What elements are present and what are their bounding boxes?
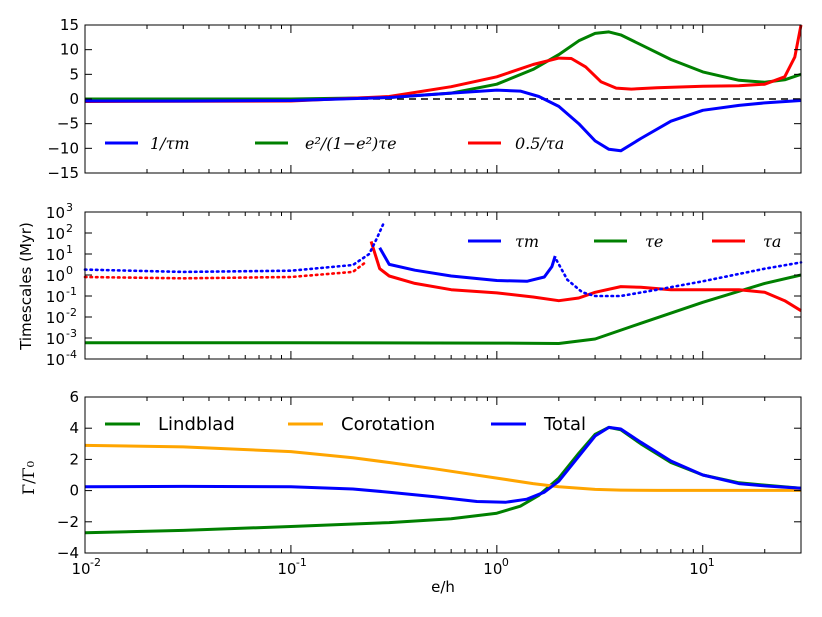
- y-tick-exponent: 2: [66, 222, 73, 235]
- legend-label-tau-m: 1/τm: [150, 134, 190, 153]
- y-tick-exponent: 3: [66, 201, 73, 214]
- legend-label-tau-m-2: τm: [515, 232, 539, 251]
- y-tick-exponent: -2: [66, 306, 77, 319]
- x-tick-exponent: -2: [90, 556, 101, 569]
- y-tick-label: 6: [69, 388, 79, 406]
- panel-top-lines: [84, 24, 803, 153]
- legend-label-tau-a: 0.5/τa: [515, 134, 564, 153]
- series-line-2: [84, 24, 803, 103]
- y-tick-label: 4: [69, 419, 79, 437]
- y-tick-label: 10: [46, 309, 65, 327]
- x-axis-label: e/h: [431, 578, 455, 596]
- panel-bottom-ylabel: Γ/Γ₀: [19, 461, 38, 495]
- x-tick-label: 10: [277, 560, 296, 578]
- panel-middle-legend: τm τe τa: [468, 232, 781, 251]
- legend-label-total: Total: [543, 414, 586, 435]
- y-tick-label: 10: [46, 330, 65, 348]
- series-1-segment-0: [85, 273, 802, 345]
- y-tick-label: 5: [69, 65, 79, 83]
- panel-top-ytick-labels: 15 10 5 0 −5 −10 −15: [47, 16, 79, 182]
- panel-bottom-ytick-labels: 6 4 2 0 −2 −4: [57, 388, 79, 562]
- x-tick-label: 10: [689, 560, 708, 578]
- y-tick-label: 10: [46, 351, 65, 369]
- series-line-1: [84, 443, 801, 492]
- y-tick-label: 15: [60, 16, 79, 34]
- y-tick-exponent: 1: [66, 243, 73, 256]
- panel-middle-ticks: [84, 211, 802, 360]
- x-tick-label: 10: [71, 560, 90, 578]
- series-0-segment-1: [378, 246, 557, 283]
- y-tick-label: 10: [46, 246, 65, 264]
- series-0-segment-2: [555, 259, 803, 298]
- y-tick-label: −15: [47, 164, 79, 182]
- panel-top-ticks: [84, 24, 802, 174]
- panel-top: 15 10 5 0 −5 −10 −15 1/τm e²/(1−e²)τe 0.5/τa: [47, 16, 803, 182]
- y-tick-exponent: -1: [66, 285, 77, 298]
- panel-bottom-lines: [84, 425, 802, 535]
- y-tick-exponent: -3: [66, 327, 77, 340]
- panel-bottom-xtick-labels: 10 -2 10 -1 10 0 10 1: [71, 556, 714, 578]
- y-tick-label: 10: [46, 225, 65, 243]
- y-tick-label: 0: [69, 90, 79, 108]
- y-tick-label: −4: [57, 544, 79, 562]
- y-tick-label: −2: [57, 513, 79, 531]
- series-2-segment-1: [369, 240, 802, 312]
- series-2-segment-0: [83, 261, 367, 280]
- series-line-0: [84, 425, 802, 535]
- panel-middle-frame: [84, 211, 802, 360]
- y-tick-exponent: -4: [66, 348, 77, 361]
- y-tick-label: 10: [46, 288, 65, 306]
- legend-label-lindblad: Lindblad: [158, 414, 235, 435]
- x-tick-exponent: 1: [708, 556, 715, 569]
- panel-middle-ylabel: Timescales (Myr): [17, 222, 35, 351]
- panel-bottom-frame: [84, 396, 802, 554]
- y-tick-label: 0: [69, 482, 79, 500]
- legend-label-corotation: Corotation: [341, 414, 435, 435]
- y-tick-label: 10: [60, 41, 79, 59]
- y-tick-label: 10: [46, 267, 65, 285]
- y-tick-label: −10: [47, 139, 79, 157]
- y-tick-exponent: 0: [66, 264, 73, 277]
- series-line-0: [85, 88, 802, 153]
- panel-bottom-legend: Lindblad Corotation Total: [105, 414, 586, 435]
- legend-label-tau-a-2: τa: [763, 232, 781, 251]
- panel-middle-lines: [83, 223, 803, 345]
- x-tick-exponent: 0: [502, 556, 509, 569]
- y-tick-label: −5: [57, 115, 79, 133]
- series-0-segment-0: [83, 223, 385, 274]
- y-tick-label: 10: [46, 204, 65, 222]
- y-tick-label: 2: [69, 450, 79, 468]
- legend-label-tau-e: e²/(1−e²)τe: [305, 134, 397, 153]
- legend-label-tau-e-2: τe: [645, 232, 663, 251]
- series-line-2: [84, 425, 802, 504]
- panel-top-legend: 1/τm e²/(1−e²)τe 0.5/τa: [105, 134, 564, 153]
- panel-bottom-ticks: [84, 396, 802, 554]
- x-tick-exponent: -1: [296, 556, 307, 569]
- x-tick-label: 10: [483, 560, 502, 578]
